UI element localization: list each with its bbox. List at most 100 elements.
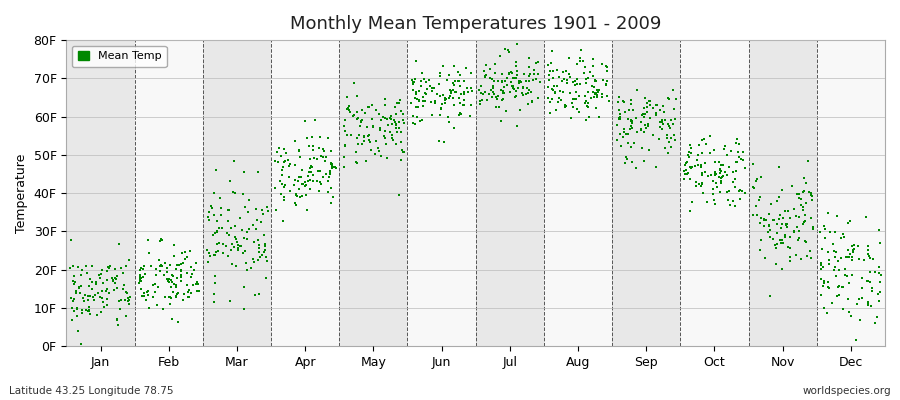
Point <box>251 249 266 255</box>
Point <box>170 261 184 268</box>
Point <box>433 73 447 80</box>
Point <box>214 212 229 218</box>
Point <box>845 257 859 264</box>
Point <box>446 87 460 93</box>
Point <box>799 200 814 206</box>
Point <box>135 292 149 299</box>
Point <box>90 312 104 318</box>
Point <box>118 289 132 295</box>
Point <box>64 294 78 301</box>
Point <box>409 58 423 64</box>
Point <box>828 254 842 260</box>
Point <box>775 237 789 244</box>
Point <box>446 81 461 88</box>
Point <box>278 158 293 164</box>
Point <box>789 251 804 258</box>
Point <box>392 118 406 125</box>
Point <box>814 292 828 298</box>
Point <box>712 174 726 180</box>
Point <box>753 237 768 244</box>
Point <box>821 248 835 255</box>
Point <box>174 272 188 278</box>
Point <box>99 288 113 294</box>
Point <box>778 208 793 214</box>
Point <box>649 110 663 116</box>
Point <box>493 87 508 94</box>
Point <box>547 83 562 89</box>
Point <box>256 249 271 255</box>
Point <box>509 93 524 100</box>
Point <box>381 122 395 128</box>
Point <box>110 273 124 279</box>
Point <box>427 84 441 91</box>
Point <box>164 276 178 283</box>
Point <box>308 117 322 123</box>
Point <box>595 61 609 68</box>
Bar <box>67 40 135 346</box>
Point <box>770 240 784 247</box>
Point <box>153 268 167 274</box>
Point <box>794 202 808 208</box>
Point <box>413 78 428 85</box>
Point <box>412 97 427 103</box>
Point <box>406 87 420 94</box>
Point <box>681 149 696 155</box>
Point <box>137 290 151 296</box>
Point <box>663 117 678 123</box>
Point <box>70 304 85 311</box>
Point <box>99 267 113 274</box>
Point <box>874 272 888 278</box>
Point <box>68 290 83 296</box>
Point <box>860 250 875 257</box>
Point <box>451 68 465 75</box>
Point <box>588 90 602 96</box>
Point <box>312 179 327 185</box>
Point <box>389 141 403 148</box>
Point <box>556 76 571 82</box>
Point <box>568 82 582 88</box>
Point <box>155 263 169 270</box>
Point <box>837 234 851 240</box>
Point <box>316 154 330 160</box>
Point <box>798 180 813 186</box>
Point <box>588 78 602 84</box>
Bar <box>408 40 476 346</box>
Point <box>138 270 152 277</box>
Point <box>638 95 652 101</box>
Point <box>161 278 176 284</box>
Point <box>498 78 512 84</box>
Point <box>842 254 856 260</box>
Point <box>141 237 156 244</box>
Point <box>384 121 399 127</box>
Point <box>485 94 500 100</box>
Point <box>865 288 879 294</box>
Point <box>369 107 383 113</box>
Point <box>227 244 241 250</box>
Point <box>599 78 614 84</box>
Point <box>787 228 801 235</box>
Point <box>292 186 306 192</box>
Point <box>423 82 437 89</box>
Point <box>318 158 332 164</box>
Point <box>457 96 472 103</box>
Point <box>832 283 846 289</box>
Point <box>200 246 214 253</box>
Point <box>324 200 338 206</box>
Legend: Mean Temp: Mean Temp <box>72 46 166 67</box>
Point <box>770 198 784 204</box>
Point <box>715 174 729 180</box>
Point <box>662 120 676 127</box>
Point <box>363 138 377 145</box>
Point <box>522 64 536 70</box>
Point <box>616 98 630 104</box>
Point <box>374 152 389 159</box>
Point <box>325 161 339 168</box>
Point <box>541 84 555 90</box>
Point <box>91 290 105 296</box>
Point <box>733 187 747 193</box>
Point <box>67 280 81 287</box>
Point <box>794 256 808 262</box>
Point <box>779 221 794 228</box>
Point <box>680 158 694 165</box>
Point <box>505 74 519 81</box>
